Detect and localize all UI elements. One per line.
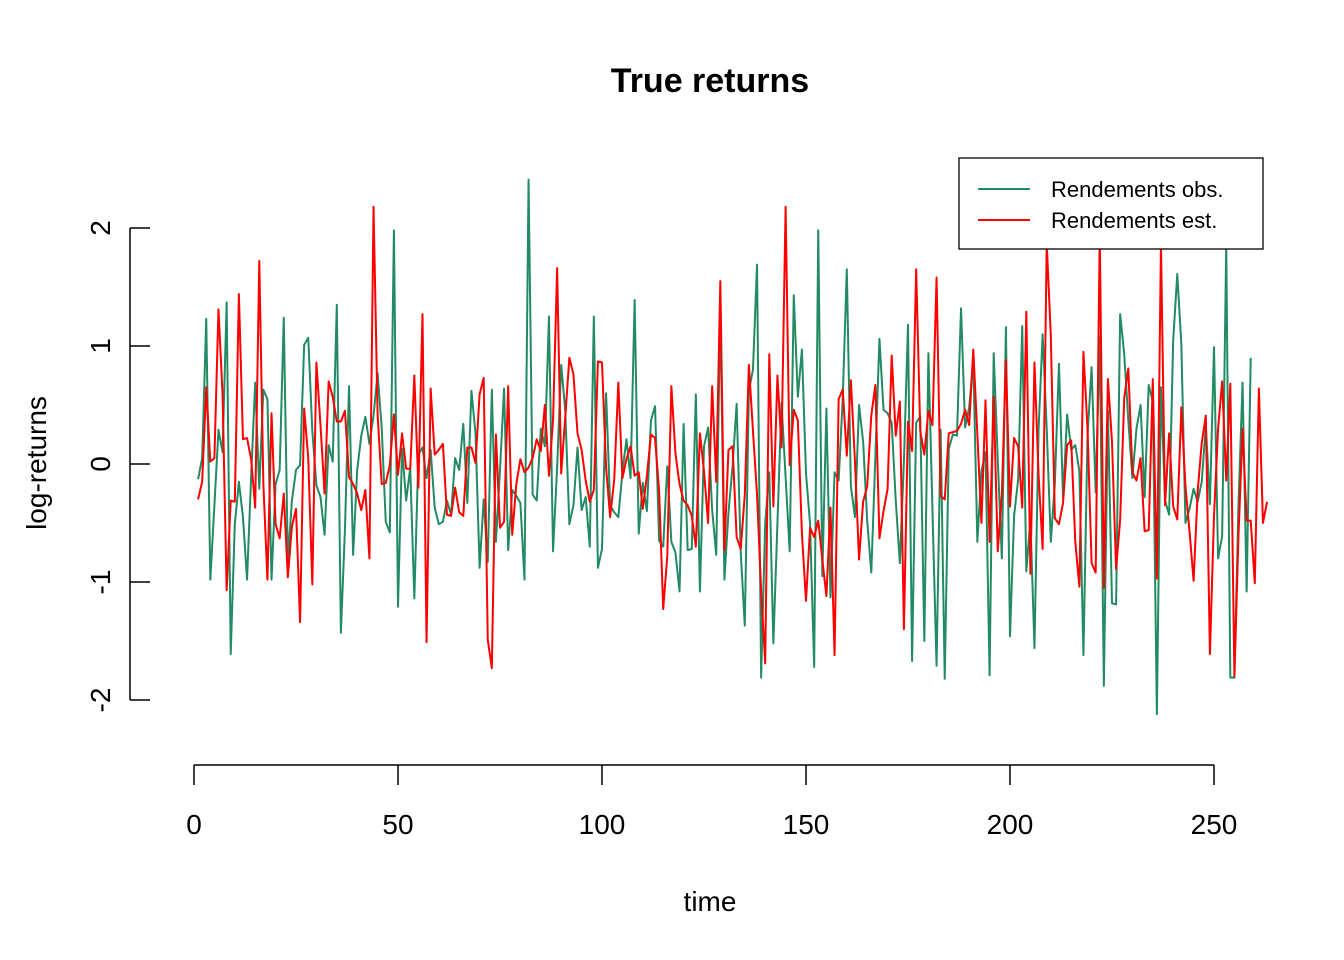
y-tick-label: -2	[85, 688, 116, 713]
x-tick-label: 100	[579, 809, 626, 840]
y-axis: -2 -1 0 1 2	[85, 220, 150, 712]
y-tick-label: -1	[85, 570, 116, 595]
x-tick-label: 200	[987, 809, 1034, 840]
legend-label-observed: Rendements obs.	[1051, 177, 1223, 202]
x-tick-label: 50	[382, 809, 413, 840]
y-axis-label: log-returns	[21, 396, 52, 530]
series-layer	[197, 178, 1269, 716]
legend: Rendements obs. Rendements est.	[958, 157, 1264, 250]
x-axis: 0 50 100 150 200 250	[186, 764, 1238, 840]
x-tick-label: 0	[186, 809, 202, 840]
x-axis-label: time	[684, 886, 737, 917]
series-line-observed	[197, 178, 1252, 716]
chart-title: True returns	[611, 62, 809, 100]
y-tick-label: 0	[85, 456, 116, 472]
series-line-estimated	[197, 205, 1269, 678]
y-tick-label: 1	[85, 338, 116, 354]
x-tick-label: 250	[1191, 809, 1238, 840]
y-tick-label: 2	[85, 220, 116, 236]
legend-box	[958, 157, 1264, 250]
x-tick-label: 150	[783, 809, 830, 840]
legend-label-estimated: Rendements est.	[1051, 208, 1217, 233]
